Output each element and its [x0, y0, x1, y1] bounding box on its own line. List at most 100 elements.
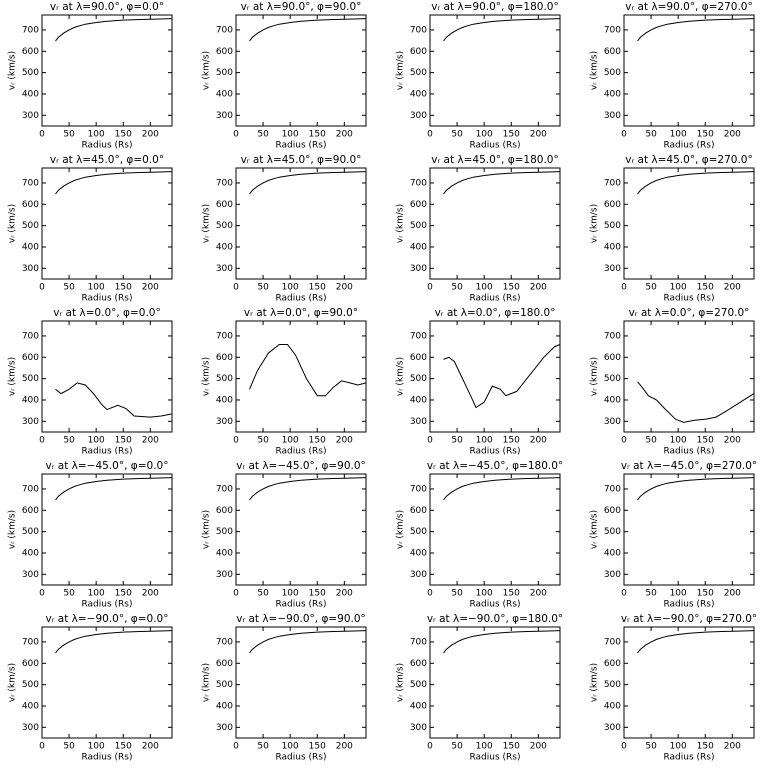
- x-tick-label: 100: [282, 742, 299, 752]
- x-tick-label: 150: [697, 742, 714, 752]
- x-tick-label: 150: [115, 589, 132, 599]
- y-axis-label: vᵣ (km/s): [396, 510, 406, 549]
- y-tick-label: 600: [604, 200, 621, 210]
- x-tick-label: 150: [697, 589, 714, 599]
- x-tick-label: 100: [670, 742, 687, 752]
- plot-frame: [623, 320, 755, 433]
- y-tick-label: 300: [216, 570, 233, 580]
- y-tick-label: 600: [22, 200, 39, 210]
- x-tick-label: 200: [336, 130, 353, 140]
- y-tick-label: 700: [216, 484, 233, 494]
- x-tick-label: 0: [233, 130, 239, 140]
- y-tick-label: 700: [410, 331, 427, 341]
- y-tick-label: 600: [216, 353, 233, 363]
- y-tick-label: 500: [410, 680, 427, 690]
- data-line: [443, 18, 561, 42]
- x-tick-label: 100: [88, 130, 105, 140]
- y-tick-label: 700: [22, 484, 39, 494]
- x-tick-label: 150: [115, 283, 132, 293]
- y-tick-label: 300: [216, 111, 233, 121]
- data-line: [249, 630, 367, 654]
- y-tick-label: 600: [410, 47, 427, 57]
- x-axis-label: Radius (Rs): [663, 141, 714, 151]
- y-tick-label: 400: [216, 548, 233, 558]
- y-axis-label: vᵣ (km/s): [396, 357, 406, 396]
- y-tick-label: 700: [22, 637, 39, 647]
- data-line: [249, 344, 367, 397]
- y-tick-label: 600: [22, 506, 39, 516]
- x-tick-label: 100: [282, 130, 299, 140]
- x-tick-label: 200: [142, 589, 159, 599]
- chart-title: vᵣ at λ=−45.0°, φ=90.0°: [236, 460, 366, 472]
- y-tick-label: 400: [604, 89, 621, 99]
- x-axis-label: Radius (Rs): [81, 753, 132, 763]
- y-tick-label: 300: [22, 723, 39, 733]
- y-axis-label: vᵣ (km/s): [396, 51, 406, 90]
- y-tick-label: 400: [604, 701, 621, 711]
- chart-title: vᵣ at λ=90.0°, φ=270.0°: [625, 1, 753, 13]
- x-tick-label: 100: [476, 742, 493, 752]
- x-tick-label: 50: [63, 283, 75, 293]
- x-tick-label: 50: [63, 742, 75, 752]
- y-tick-label: 700: [604, 25, 621, 35]
- data-line: [637, 18, 755, 42]
- y-tick-label: 500: [216, 374, 233, 384]
- x-tick-label: 150: [503, 589, 520, 599]
- x-tick-label: 200: [336, 283, 353, 293]
- x-axis-label: Radius (Rs): [469, 753, 520, 763]
- y-axis-label: vᵣ (km/s): [590, 663, 600, 702]
- x-tick-label: 50: [451, 130, 463, 140]
- x-tick-label: 200: [530, 130, 547, 140]
- y-tick-label: 600: [216, 47, 233, 57]
- x-tick-label: 200: [142, 283, 159, 293]
- plot-frame: [235, 626, 367, 739]
- plot-frame: [41, 320, 173, 433]
- y-tick-label: 300: [410, 111, 427, 121]
- y-tick-label: 700: [604, 484, 621, 494]
- y-tick-label: 300: [22, 570, 39, 580]
- plot-frame: [41, 167, 173, 280]
- x-tick-label: 50: [645, 742, 657, 752]
- plot-frame: [623, 626, 755, 739]
- data-line: [55, 382, 173, 418]
- x-tick-label: 150: [309, 742, 326, 752]
- x-axis-label: Radius (Rs): [469, 600, 520, 610]
- x-tick-label: 100: [282, 589, 299, 599]
- x-tick-label: 50: [257, 283, 269, 293]
- chart-title: vᵣ at λ=0.0°, φ=0.0°: [53, 307, 160, 319]
- y-tick-label: 400: [216, 395, 233, 405]
- data-line: [249, 18, 367, 42]
- x-tick-label: 50: [257, 742, 269, 752]
- x-tick-label: 200: [724, 742, 741, 752]
- data-line: [637, 630, 755, 654]
- y-axis-label: vᵣ (km/s): [202, 663, 212, 702]
- x-tick-label: 150: [115, 742, 132, 752]
- y-tick-label: 400: [410, 89, 427, 99]
- y-tick-label: 600: [410, 506, 427, 516]
- y-tick-label: 300: [604, 264, 621, 274]
- y-tick-label: 700: [410, 637, 427, 647]
- x-tick-label: 200: [336, 436, 353, 446]
- y-tick-label: 400: [410, 395, 427, 405]
- x-tick-label: 100: [670, 283, 687, 293]
- y-tick-label: 600: [216, 200, 233, 210]
- y-axis-label: vᵣ (km/s): [8, 663, 18, 702]
- y-axis-label: vᵣ (km/s): [8, 510, 18, 549]
- chart-title: vᵣ at λ=45.0°, φ=270.0°: [625, 154, 753, 166]
- data-line: [443, 630, 561, 654]
- x-axis-label: Radius (Rs): [275, 294, 326, 304]
- x-tick-label: 0: [233, 436, 239, 446]
- chart-title: vᵣ at λ=−45.0°, φ=270.0°: [621, 460, 757, 472]
- plot-frame: [429, 14, 561, 127]
- y-tick-label: 500: [22, 680, 39, 690]
- y-tick-label: 500: [216, 680, 233, 690]
- y-tick-label: 700: [410, 178, 427, 188]
- data-line: [637, 477, 755, 501]
- x-tick-label: 200: [724, 130, 741, 140]
- x-tick-label: 150: [503, 436, 520, 446]
- x-axis-label: Radius (Rs): [275, 141, 326, 151]
- y-tick-label: 300: [22, 417, 39, 427]
- y-tick-label: 500: [410, 527, 427, 537]
- x-tick-label: 200: [336, 589, 353, 599]
- y-tick-label: 600: [22, 659, 39, 669]
